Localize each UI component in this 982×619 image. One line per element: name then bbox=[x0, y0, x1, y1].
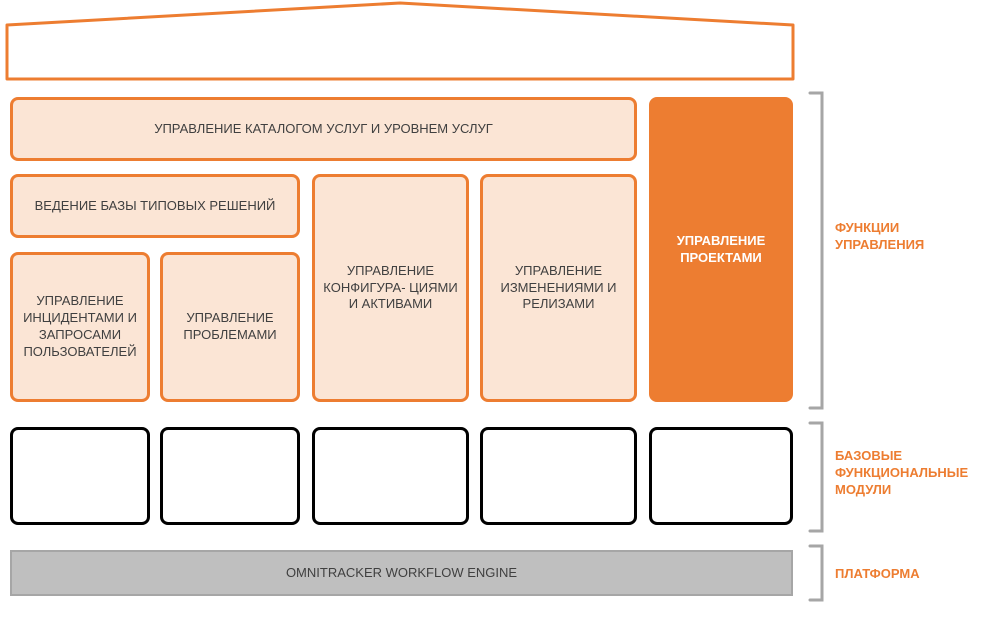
box-mod5 bbox=[649, 427, 793, 525]
box-label: OMNITRACKER WORKFLOW ENGINE bbox=[286, 565, 517, 582]
box-mod1 bbox=[10, 427, 150, 525]
box-label: УПРАВЛЕНИЕ ИНЦИДЕНТАМИ И ЗАПРОСАМИ ПОЛЬЗ… bbox=[19, 293, 141, 361]
box-mod4 bbox=[480, 427, 637, 525]
box-problems: УПРАВЛЕНИЕ ПРОБЛЕМАМИ bbox=[160, 252, 300, 402]
box-changes: УПРАВЛЕНИЕ ИЗМЕНЕНИЯМИ И РЕЛИЗАМИ bbox=[480, 174, 637, 402]
side-label-2: ПЛАТФОРМА bbox=[835, 566, 975, 583]
box-mod3 bbox=[312, 427, 469, 525]
box-label: ВЕДЕНИЕ БАЗЫ ТИПОВЫХ РЕШЕНИЙ bbox=[35, 198, 276, 215]
box-kb: ВЕДЕНИЕ БАЗЫ ТИПОВЫХ РЕШЕНИЙ bbox=[10, 174, 300, 238]
side-label-0: ФУНКЦИИ УПРАВЛЕНИЯ bbox=[835, 220, 975, 254]
box-platform: OMNITRACKER WORKFLOW ENGINE bbox=[10, 550, 793, 596]
box-label: УПРАВЛЕНИЕ КАТАЛОГОМ УСЛУГ И УРОВНЕМ УСЛ… bbox=[154, 121, 493, 138]
box-config: УПРАВЛЕНИЕ КОНФИГУРА- ЦИЯМИ И АКТИВАМИ bbox=[312, 174, 469, 402]
box-label: УПРАВЛЕНИЕ ПРОБЛЕМАМИ bbox=[169, 310, 291, 344]
box-label: УПРАВЛЕНИЕ КОНФИГУРА- ЦИЯМИ И АКТИВАМИ bbox=[321, 263, 460, 314]
box-catalog: УПРАВЛЕНИЕ КАТАЛОГОМ УСЛУГ И УРОВНЕМ УСЛ… bbox=[10, 97, 637, 161]
side-label-1: БАЗОВЫЕ ФУНКЦИОНАЛЬНЫЕ МОДУЛИ bbox=[835, 448, 982, 499]
box-projects: УПРАВЛЕНИЕ ПРОЕКТАМИ bbox=[649, 97, 793, 402]
box-label: УПРАВЛЕНИЕ ПРОЕКТАМИ bbox=[658, 233, 784, 267]
box-incidents: УПРАВЛЕНИЕ ИНЦИДЕНТАМИ И ЗАПРОСАМИ ПОЛЬЗ… bbox=[10, 252, 150, 402]
box-mod2 bbox=[160, 427, 300, 525]
box-label: УПРАВЛЕНИЕ ИЗМЕНЕНИЯМИ И РЕЛИЗАМИ bbox=[489, 263, 628, 314]
diagram-canvas: УПРАВЛЕНИЕ КАТАЛОГОМ УСЛУГ И УРОВНЕМ УСЛ… bbox=[0, 0, 982, 619]
